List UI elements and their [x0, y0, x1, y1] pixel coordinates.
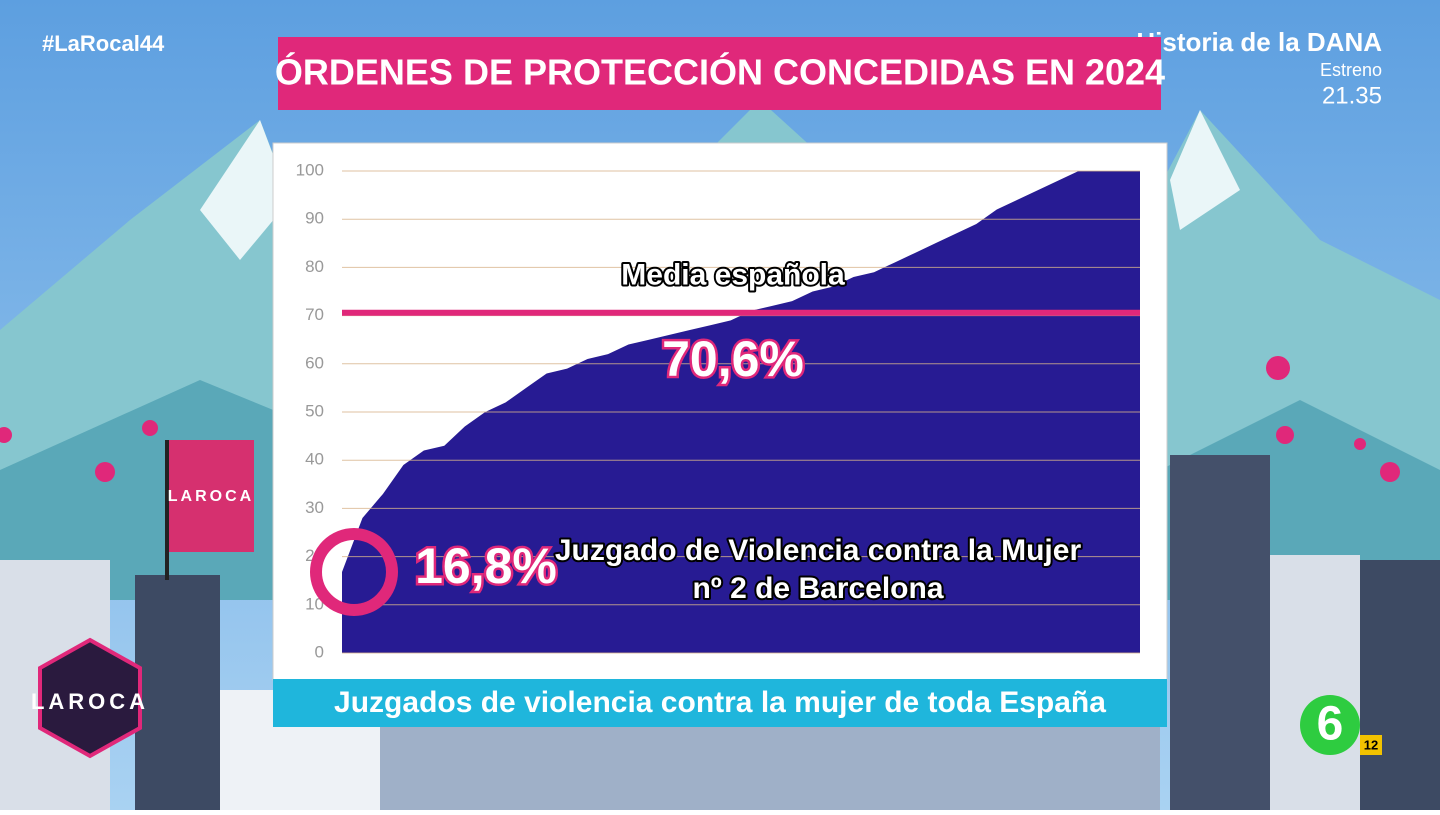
y-tick-label: 90: [305, 209, 324, 228]
y-tick-label: 0: [315, 642, 324, 661]
y-tick-label: 40: [305, 450, 324, 469]
y-tick-label: 50: [305, 401, 324, 420]
y-tick-label: 70: [305, 305, 324, 324]
y-tick-label: 100: [296, 160, 324, 179]
hashtag: #LaRocal44: [42, 31, 165, 56]
highlight-ring: [310, 528, 398, 617]
rating: 12: [1364, 737, 1378, 752]
chart-title: ÓRDENES DE PROTECCIÓN CONCEDIDAS EN 2024: [275, 51, 1165, 93]
x-axis-label: Juzgados de violencia contra la mujer de…: [334, 686, 1106, 719]
y-tick-label: 60: [305, 353, 324, 372]
y-tick-label: 30: [305, 498, 324, 517]
show-logo-badge: [38, 637, 142, 759]
channel-logo: 6: [1317, 698, 1344, 751]
title-banner: [278, 37, 1161, 110]
channel-badge: [1300, 695, 1360, 755]
highlight-label: Juzgado de Violencia contra la Mujer: [555, 534, 1082, 567]
reference-label: Media española: [621, 259, 845, 292]
y-tick-label: 80: [305, 257, 324, 276]
promo-label: Estreno: [1320, 60, 1382, 80]
show-logo: LAROCA: [31, 689, 149, 714]
rating-badge: [1360, 735, 1382, 755]
reference-value: 70,6%: [662, 331, 804, 387]
x-label-banner: [273, 679, 1167, 727]
highlight-label: nº 2 de Barcelona: [692, 572, 943, 605]
promo-title: Historia de la DANA: [1136, 27, 1382, 57]
promo-time: 21.35: [1322, 82, 1382, 109]
hexagons: [0, 356, 1400, 482]
highlight-value: 16,8%: [415, 538, 557, 594]
flag-logo: LAROCA: [168, 488, 254, 505]
